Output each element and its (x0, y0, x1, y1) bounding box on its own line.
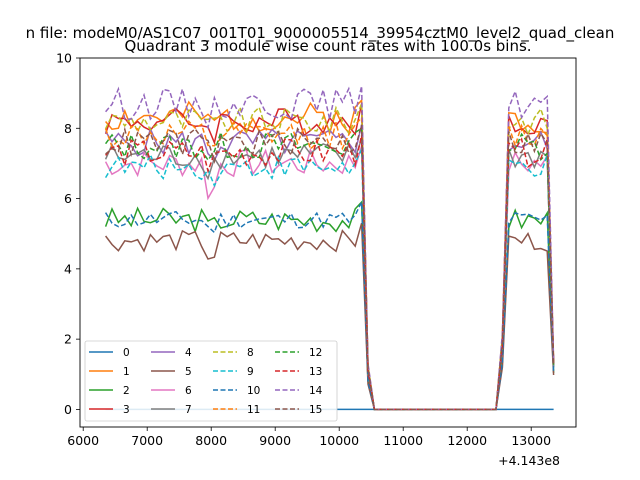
y-tick-label: 2 (64, 332, 72, 347)
legend-label-11: 11 (247, 404, 260, 416)
legend-label-9: 9 (247, 366, 254, 378)
x-tick-label: 8000 (195, 433, 227, 448)
x-tick-label: 11000 (383, 433, 423, 448)
legend-label-15: 15 (309, 404, 322, 416)
legend-label-1: 1 (123, 366, 130, 378)
legend-frame (84, 340, 338, 422)
x-tick-label: 13000 (511, 433, 551, 448)
x-tick-label: 7000 (131, 433, 163, 448)
x-axis: 6000 7000 8000 9000 10000 11000 12000 13000 (67, 427, 551, 448)
figure-suptitle: n file: modeM0/AS1C07_001T01_9000005514_… (26, 24, 615, 43)
legend-label-12: 12 (309, 347, 322, 359)
x-tick-label: 12000 (447, 433, 487, 448)
x-offset-label: +4.143e8 (498, 453, 560, 468)
y-tick-label: 6 (64, 191, 72, 206)
legend-label-8: 8 (247, 347, 254, 359)
chart-title: Quadrant 3 module wise count rates with … (124, 37, 531, 55)
legend-label-2: 2 (123, 385, 130, 397)
series-line-15 (105, 124, 555, 411)
x-tick-label: 10000 (319, 433, 359, 448)
x-tick-label: 6000 (67, 433, 99, 448)
legend-label-3: 3 (123, 404, 130, 416)
series-lines (104, 85, 555, 411)
legend-label-13: 13 (309, 366, 322, 378)
legend-label-0: 0 (123, 347, 130, 359)
y-tick-label: 4 (64, 261, 72, 276)
x-tick-label: 9000 (259, 433, 291, 448)
plot-frame (79, 57, 577, 428)
legend-label-4: 4 (185, 347, 192, 359)
y-tick-label: 0 (64, 402, 72, 417)
legend-label-6: 6 (185, 385, 192, 397)
y-tick-label: 8 (64, 121, 72, 136)
y-axis: 0 2 4 6 8 10 (56, 51, 80, 417)
legend-label-14: 14 (309, 385, 323, 397)
legend-label-7: 7 (185, 404, 192, 416)
y-tick-label: 10 (56, 51, 72, 66)
legend-label-5: 5 (185, 366, 192, 378)
legend-label-10: 10 (247, 385, 260, 397)
